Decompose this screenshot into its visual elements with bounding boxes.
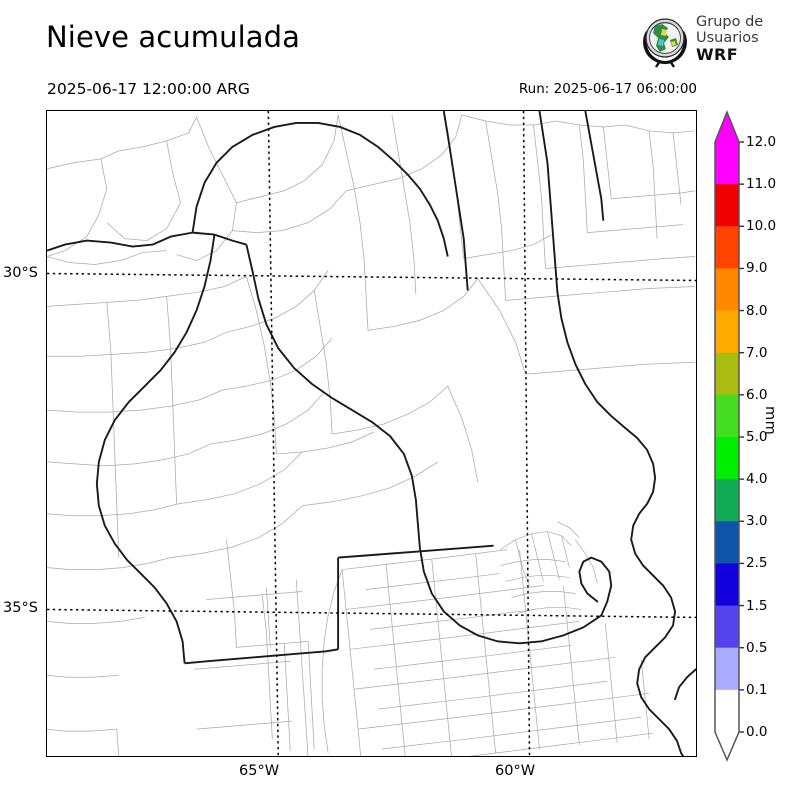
colorbar-gradient	[714, 109, 744, 762]
colorbar[interactable]	[712, 109, 744, 762]
partido-boundaries	[265, 549, 654, 756]
colorbar-tick-3-0: 3.0	[746, 513, 768, 530]
map-plot-area[interactable]	[46, 110, 697, 757]
colorbar-tick-4-0: 4.0	[746, 471, 768, 488]
graticule-lines	[47, 111, 696, 756]
page-title: Nieve acumulada	[46, 20, 301, 54]
run-time-label: Run: 2025-06-17 06:00:00	[518, 81, 697, 97]
colorbar-tick-12-0: 12.0	[746, 134, 777, 150]
colorbar-tick-1-5: 1.5	[746, 597, 768, 614]
logo-line-3: WRF	[696, 45, 739, 64]
graticule-lat-30	[47, 272, 696, 282]
colorbar-tick-8-0: 8.0	[746, 302, 768, 319]
colorbar-tick-0-1: 0.1	[746, 681, 768, 698]
colorbar-tick-5-0: 5.0	[746, 429, 768, 445]
colorbar-tick-9-0: 9.0	[746, 260, 768, 277]
logo-text-block: Grupo de Usuarios WRF	[696, 14, 764, 64]
colorbar-tick-11-0: 11.0	[746, 176, 777, 193]
northeast-boundaries	[500, 521, 598, 614]
graticule-lon-65	[267, 111, 280, 756]
graticule-lat-35	[47, 608, 696, 619]
colorbar-tick-2-5: 2.5	[746, 555, 768, 572]
department-boundaries	[47, 114, 696, 756]
globe-emblem-icon	[643, 18, 687, 68]
axis-label-lon-60: 60°W	[495, 763, 536, 779]
logo-line-1: Grupo de	[696, 14, 764, 30]
logo-line-2: Usuarios	[696, 29, 759, 46]
colorbar-tick-0-0: 0.0	[746, 724, 768, 740]
axis-label-lon-65: 65°W	[239, 763, 280, 779]
colorbar-tick-7-0: 7.0	[746, 344, 768, 361]
axis-label-lat-35: 35°S	[3, 600, 38, 616]
colorbar-tick-6-0: 6.0	[746, 386, 768, 403]
colorbar-tick-0-5: 0.5	[746, 639, 768, 656]
graticule-lon-60	[522, 111, 531, 756]
colorbar-tick-10-0: 10.0	[746, 218, 777, 235]
organization-logo: Grupo de Usuarios WRF	[638, 14, 796, 72]
coastline	[578, 427, 696, 756]
map-vector-layers	[47, 111, 696, 756]
province-borders	[47, 111, 626, 665]
axis-label-lat-30: 30°S	[3, 265, 38, 281]
colorbar-unit-label: mm	[762, 406, 778, 436]
valid-time-label: 2025-06-17 12:00:00 ARG	[47, 80, 250, 98]
